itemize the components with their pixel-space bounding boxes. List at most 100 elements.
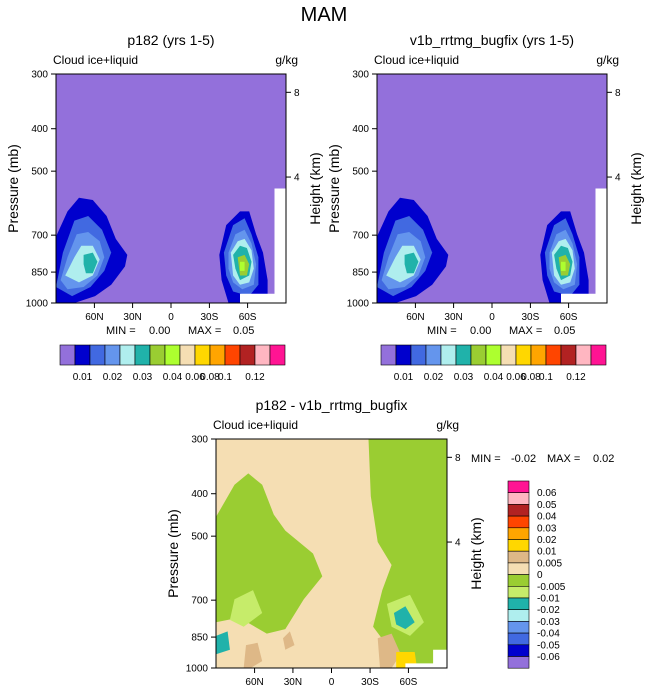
colorbar-swatch bbox=[485, 344, 502, 366]
colorbar-label: 0.08 bbox=[521, 372, 541, 383]
x-tick-label: 30N bbox=[123, 312, 141, 323]
height-tick-label: 4 bbox=[615, 173, 621, 184]
colorbar-swatch bbox=[507, 504, 530, 517]
contour-region-5 bbox=[393, 606, 415, 630]
colorbar-label: -0.01 bbox=[537, 594, 560, 605]
colorbar-label: -0.03 bbox=[537, 617, 560, 628]
y-tick-label: 1000 bbox=[347, 299, 370, 310]
colorbar-swatch bbox=[455, 344, 472, 366]
height-axis-label: Height (km) bbox=[628, 152, 644, 224]
colorbar-swatch bbox=[507, 609, 530, 622]
colorbar-swatch bbox=[59, 344, 76, 366]
y-tick-label: 400 bbox=[352, 124, 369, 135]
contour-region-2 bbox=[368, 439, 447, 668]
plot-layer: p182 (yrs 1-5) Cloud ice+liquid g/kg 60N 30N… bbox=[5, 32, 644, 688]
contour-region-1 bbox=[216, 473, 323, 634]
colorbar-label: 0.12 bbox=[566, 372, 586, 383]
colorbar-swatch bbox=[507, 562, 530, 575]
panel-2: v1b_rrtmg_bugfix (yrs 1-5) Cloud ice+liqu… bbox=[326, 32, 644, 337]
x-tick-label: 0 bbox=[168, 312, 174, 323]
y-tick-label: 850 bbox=[352, 268, 369, 279]
colorbar-swatch bbox=[89, 344, 106, 366]
max-label: MAX = bbox=[188, 325, 221, 337]
contour-region-7 bbox=[243, 642, 263, 668]
y-tick-label: 700 bbox=[352, 231, 369, 242]
colorbar-label: 0.08 bbox=[200, 372, 220, 383]
y-tick-label: 1000 bbox=[26, 299, 49, 310]
colorbar-swatch bbox=[74, 344, 91, 366]
colorbar-swatch bbox=[507, 492, 530, 505]
colorbar-swatch bbox=[134, 344, 151, 366]
colorbar-swatch bbox=[224, 344, 241, 366]
colorbar-swatch bbox=[149, 344, 166, 366]
missing-data-region bbox=[405, 649, 447, 668]
y-tick-label: 850 bbox=[191, 633, 208, 644]
colorbar-label: 0.05 bbox=[537, 500, 557, 511]
plot-area bbox=[55, 73, 287, 304]
panel-title: p182 - v1b_rrtmg_bugfix bbox=[256, 397, 408, 413]
colorbar-label: -0.04 bbox=[537, 629, 560, 640]
x-tick-label: 60S bbox=[400, 677, 418, 688]
colorbar-label: 0.02 bbox=[537, 535, 557, 546]
colorbar-swatch bbox=[507, 621, 530, 634]
y-axis-label: Pressure (mb) bbox=[5, 144, 21, 233]
colorbar-1: 0.01 0.02 0.03 0.04 0.060.080.1 0.12 bbox=[59, 344, 286, 383]
min-label: MIN = bbox=[471, 453, 501, 465]
colorbar-swatch bbox=[560, 344, 577, 366]
colorbar-label: 0.03 bbox=[454, 372, 474, 383]
colorbar-swatch bbox=[239, 344, 256, 366]
colorbar-label: 0.06 bbox=[537, 488, 557, 499]
x-tick-label: 0 bbox=[329, 677, 335, 688]
max-label: MAX = bbox=[547, 453, 580, 465]
x-tick-label: 60N bbox=[245, 677, 263, 688]
panel-variable-label: Cloud ice+liquid bbox=[53, 53, 138, 67]
missing-data-region bbox=[240, 188, 286, 303]
colorbar-swatch bbox=[507, 585, 530, 599]
colorbar-swatch bbox=[507, 644, 530, 657]
height-axis-label: Height (km) bbox=[307, 152, 323, 224]
y-tick-label: 400 bbox=[31, 124, 48, 135]
colorbar-swatch bbox=[194, 344, 211, 366]
colorbar-swatch bbox=[545, 344, 562, 366]
colorbar-swatch bbox=[590, 344, 607, 366]
y-tick-label: 850 bbox=[31, 268, 48, 279]
colorbar-swatch bbox=[530, 344, 547, 366]
y-tick-label: 700 bbox=[191, 596, 208, 607]
height-tick-label: 8 bbox=[615, 88, 621, 99]
panel-title: v1b_rrtmg_bugfix (yrs 1-5) bbox=[410, 32, 574, 48]
contour-region-12 bbox=[240, 261, 245, 271]
colorbar-label: 0.1 bbox=[218, 372, 232, 383]
panel-units-label: g/kg bbox=[436, 418, 459, 432]
colorbar-swatch bbox=[500, 344, 517, 366]
colorbar-swatch bbox=[380, 344, 397, 366]
colorbar-swatch bbox=[507, 656, 530, 669]
y-tick-label: 500 bbox=[352, 167, 369, 178]
colorbar-label: 0.06 bbox=[185, 372, 205, 383]
colorbar-swatch bbox=[507, 597, 530, 610]
y-tick-label: 1000 bbox=[186, 664, 209, 675]
y-tick-label: 700 bbox=[31, 231, 48, 242]
min-value: 0.00 bbox=[470, 325, 491, 337]
panel-3: p182 - v1b_rrtmg_bugfix Cloud ice+liquid g… bbox=[165, 397, 614, 688]
colorbar-swatch bbox=[209, 344, 226, 366]
x-tick-label: 0 bbox=[489, 312, 495, 323]
missing-data-region bbox=[561, 188, 607, 303]
colorbar-label: 0.01 bbox=[537, 547, 557, 558]
min-value: 0.00 bbox=[149, 325, 170, 337]
colorbar-swatch bbox=[507, 632, 530, 646]
colorbar-label: -0.02 bbox=[537, 605, 560, 616]
min-label: MIN = bbox=[106, 325, 136, 337]
colorbar-swatch bbox=[395, 344, 412, 366]
colorbar-swatch bbox=[507, 527, 530, 540]
colorbar-swatch bbox=[254, 344, 271, 366]
y-axis-label: Pressure (mb) bbox=[165, 509, 181, 598]
plot-area bbox=[215, 438, 448, 669]
colorbar-swatch bbox=[410, 344, 427, 366]
colorbar-swatch bbox=[179, 344, 196, 366]
colorbar-swatch bbox=[507, 515, 530, 529]
x-tick-label: 30S bbox=[361, 677, 379, 688]
colorbar-label: -0.05 bbox=[537, 640, 560, 651]
height-tick-label: 8 bbox=[294, 88, 300, 99]
page-title: MAM bbox=[301, 4, 348, 26]
x-tick-label: 30N bbox=[284, 677, 302, 688]
